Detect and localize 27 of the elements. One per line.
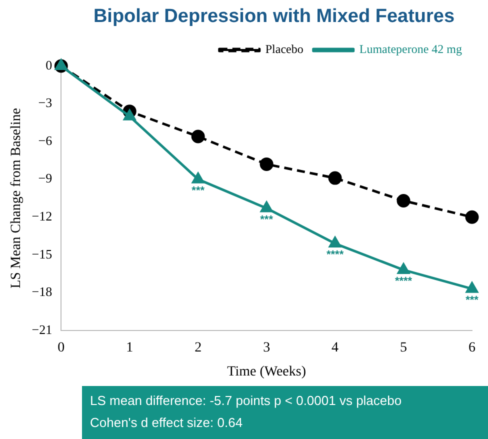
x-tick-label: 3 bbox=[263, 340, 270, 356]
annotation: *** bbox=[466, 294, 480, 306]
x-tick-label: 5 bbox=[400, 340, 408, 356]
text: LS mean difference: -5.7 points p < 0.0001 vs placebo bbox=[90, 392, 403, 410]
text: Cohen's d effect size: 0.64 bbox=[90, 414, 244, 432]
y-tick-label: −12 bbox=[32, 208, 52, 224]
x-tick-label: 6 bbox=[468, 340, 476, 356]
annotation: *** bbox=[260, 214, 274, 226]
y-axis-title: LS Mean Change from Baseline bbox=[9, 108, 24, 288]
y-tick-label: −15 bbox=[32, 246, 52, 262]
annotation: **** bbox=[326, 249, 344, 262]
annotation: *** bbox=[192, 184, 206, 197]
legend-label: Lumateperone 42 mg bbox=[359, 42, 462, 56]
legend-label: Placebo bbox=[265, 42, 304, 56]
y-tick-label: −6 bbox=[38, 132, 53, 148]
y-tick-label: −21 bbox=[32, 322, 52, 337]
y-tick-label: −3 bbox=[38, 95, 52, 110]
y-tick-label: −9 bbox=[38, 170, 52, 186]
y-tick-label: −18 bbox=[32, 284, 52, 300]
x-axis-title: Time (Weeks) bbox=[227, 364, 306, 380]
chart-title: Bipolar Depression with Mixed Features bbox=[92, 6, 456, 28]
y-tick-label: 0 bbox=[46, 57, 52, 72]
x-tick-label: 2 bbox=[194, 340, 202, 356]
x-tick-label: 4 bbox=[332, 340, 339, 356]
annotation: **** bbox=[394, 275, 413, 288]
x-tick-label: 0 bbox=[58, 340, 65, 356]
x-tick-label: 1 bbox=[126, 340, 134, 356]
